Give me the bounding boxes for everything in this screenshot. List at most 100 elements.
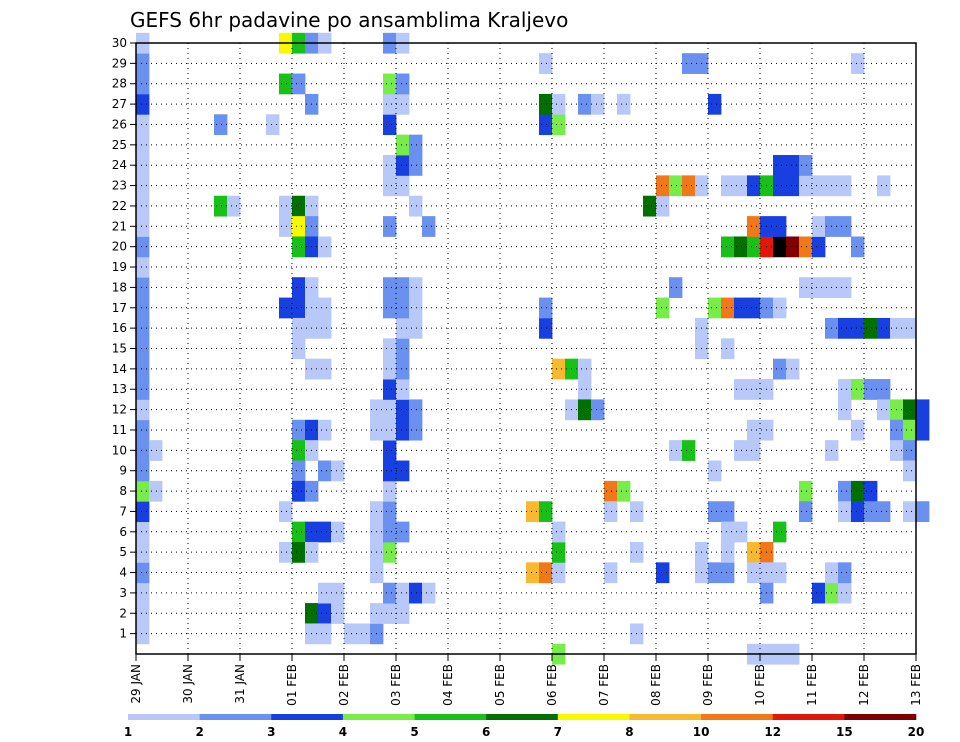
y-tick-label: 13	[112, 382, 127, 396]
heatmap-cell	[656, 175, 670, 197]
heatmap-cell	[539, 562, 553, 584]
y-tick-label: 20	[112, 240, 127, 254]
heatmap-cell	[903, 399, 917, 421]
heatmap-cell	[292, 73, 306, 95]
x-tick-label: 01 FEB	[285, 664, 299, 706]
y-tick-label: 22	[112, 199, 127, 213]
x-axis: 29 JAN 30 JAN 31 JAN 01 FEB 02 FEB 03 FEB 04 F…	[129, 654, 923, 706]
heatmap-cell	[279, 195, 293, 217]
heatmap-cell	[851, 53, 865, 74]
heatmap-cell	[773, 358, 787, 380]
y-tick-label: 5	[119, 545, 127, 559]
heatmap-cell	[773, 297, 787, 319]
heatmap-cell	[838, 562, 852, 584]
heatmap-cell	[136, 521, 150, 543]
heatmap-cell	[721, 338, 735, 360]
heatmap-cell	[708, 93, 722, 115]
heatmap-cell	[773, 216, 787, 237]
heatmap-cell	[799, 480, 813, 502]
heatmap-cell	[851, 480, 865, 502]
y-tick-label: 27	[112, 97, 127, 111]
x-tick-label: 06 FEB	[545, 664, 559, 706]
heatmap-cell	[136, 419, 150, 441]
heatmap-cell	[721, 541, 735, 563]
heatmap-cell	[708, 460, 722, 482]
heatmap-cell	[734, 379, 748, 400]
heatmap-cell	[916, 399, 930, 421]
heatmap-cell	[656, 195, 670, 217]
chart-title: GEFS 6hr padavine po ansamblima Kraljevo	[130, 8, 568, 32]
heatmap-cell	[396, 379, 410, 400]
heatmap-cell	[773, 236, 787, 258]
heatmap-cell	[552, 358, 566, 380]
heatmap-cell	[838, 216, 852, 237]
heatmap-cell	[396, 317, 410, 339]
heatmap-cell	[409, 399, 423, 421]
x-tick-label: 12 FEB	[857, 664, 871, 706]
heatmap-cell	[747, 440, 761, 461]
heatmap-cell	[747, 236, 761, 258]
heatmap-cell	[396, 93, 410, 115]
heatmap-cell	[903, 317, 917, 339]
heatmap-cell	[292, 460, 306, 482]
heatmap-cell	[214, 195, 228, 217]
heatmap-cell	[682, 175, 696, 197]
heatmap-cell	[409, 195, 423, 217]
heatmap-cell	[396, 460, 410, 482]
x-tick-label: 08 FEB	[649, 664, 663, 706]
x-tick-label: 11 FEB	[805, 664, 819, 706]
heatmap-cell	[721, 297, 735, 319]
x-tick-label: 09 FEB	[701, 664, 715, 706]
heatmap-cell	[136, 379, 150, 400]
heatmap-cell	[799, 501, 813, 523]
heatmap-cell	[552, 541, 566, 563]
y-axis: 1234567891011121314151617181920212223242…	[112, 36, 136, 641]
heatmap-cell	[552, 562, 566, 584]
y-tick-label: 29	[112, 56, 127, 70]
heatmap-cell	[669, 175, 683, 197]
heatmap-cell	[851, 419, 865, 441]
heatmap-cell	[747, 216, 761, 237]
heatmap-cell	[331, 603, 345, 624]
colorbar-swatch	[557, 714, 630, 720]
colorbar-label: 8	[625, 725, 633, 739]
heatmap-cell	[331, 582, 345, 604]
heatmap-cell	[747, 175, 761, 197]
colorbar-label: 10	[693, 725, 710, 739]
heatmap-cell	[396, 358, 410, 380]
heatmap-cell	[539, 114, 553, 136]
heatmap-cell	[136, 501, 150, 523]
heatmap-cell	[409, 155, 423, 176]
heatmap-cell	[721, 562, 735, 584]
heatmap-cell	[136, 317, 150, 339]
heatmap-cell	[292, 541, 306, 563]
heatmap-cell	[617, 93, 631, 115]
heatmap-cell	[422, 216, 436, 237]
heatmap-cell	[396, 521, 410, 543]
heatmap-cell	[877, 379, 891, 400]
y-tick-label: 14	[112, 362, 127, 376]
heatmap-cell	[292, 419, 306, 441]
heatmap-cell	[136, 603, 150, 624]
heatmap-cell	[721, 501, 735, 523]
heatmap-cell	[539, 317, 553, 339]
heatmap-cell	[786, 155, 800, 176]
heatmap-cell	[292, 338, 306, 360]
colorbar-swatch	[701, 714, 774, 720]
heatmap-cell	[136, 93, 150, 115]
heatmap-cell	[786, 358, 800, 380]
y-tick-label: 11	[112, 423, 127, 437]
x-tick-label: 31 JAN	[233, 664, 247, 704]
heatmap-cell	[136, 399, 150, 421]
heatmap-cell	[279, 501, 293, 523]
y-tick-label: 7	[119, 504, 127, 518]
heatmap-cell	[383, 175, 397, 197]
heatmap-cell	[734, 236, 748, 258]
colorbar-swatch	[844, 714, 917, 720]
heatmap-cell	[526, 562, 540, 584]
y-tick-label: 10	[112, 443, 127, 457]
y-tick-label: 3	[119, 586, 127, 600]
heatmap-cell	[838, 317, 852, 339]
y-tick-label: 12	[112, 403, 127, 417]
heatmap-cell	[578, 379, 592, 400]
